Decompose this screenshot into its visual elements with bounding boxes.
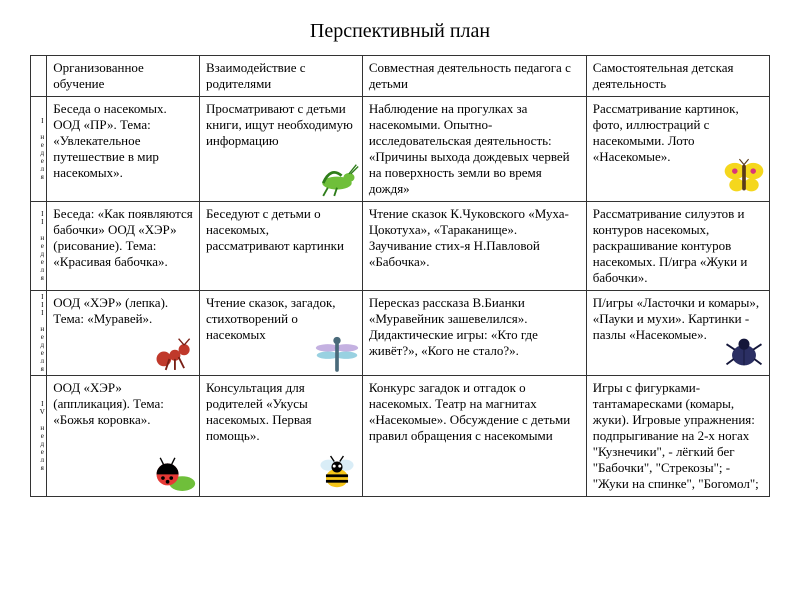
cell-c3: Конкурс загадок и отгадок о насекомых. Т… — [362, 376, 586, 497]
cell-c3: Пересказ рассказа В.Бианки «Муравейник з… — [362, 291, 586, 376]
cell-c1: Беседа: «Как появляются бабочки» ООД «ХЭ… — [47, 202, 200, 291]
page-title: Перспективный план — [30, 20, 770, 43]
table-row: I неделя Беседа о насекомых. ООД «ПР». Т… — [31, 97, 770, 202]
ladybug-icon — [151, 452, 197, 494]
table-row: II неделя Беседа: «Как появляются бабочк… — [31, 202, 770, 291]
cell-c1: ООД «ХЭР» (лепка). Тема: «Муравей». — [47, 291, 200, 376]
col-3: Совместная деятельность педагога с детьм… — [362, 56, 586, 97]
week-label: II неделя — [31, 202, 47, 291]
week-label: III неделя — [31, 291, 47, 376]
plan-table: Организованное обучение Взаимодействие с… — [30, 55, 770, 497]
col-4: Самостоятельная детская деятельность — [586, 56, 769, 97]
cell-c4: П/игры «Ласточки и комары», «Пауки и мух… — [586, 291, 769, 376]
cell-c1: ООД «ХЭР» (аппликация). Тема: «Божья кор… — [47, 376, 200, 497]
dragonfly-icon — [314, 331, 360, 373]
col-week — [31, 56, 47, 97]
cell-c4: Игры с фигурками-тантамаресками (комары,… — [586, 376, 769, 497]
beetle-icon — [721, 331, 767, 373]
cell-c2: Просматривают с детьми книги, ищут необх… — [199, 97, 362, 202]
table-row: IV неделя ООД «ХЭР» (аппликация). Тема: … — [31, 376, 770, 497]
cell-c2: Чтение сказок, загадок, стихотворений о … — [199, 291, 362, 376]
cell-c3: Наблюдение на прогулках за насекомыми. О… — [362, 97, 586, 202]
col-2: Взаимодействие с родителями — [199, 56, 362, 97]
butterfly-icon — [721, 157, 767, 199]
cell-c1: Беседа о насекомых. ООД «ПР». Тема: «Увл… — [47, 97, 200, 202]
cell-c4: Рассматривание картинок, фото, иллюстрац… — [586, 97, 769, 202]
bee-icon — [314, 452, 360, 494]
table-header-row: Организованное обучение Взаимодействие с… — [31, 56, 770, 97]
week-label: IV неделя — [31, 376, 47, 497]
cell-c2: Консультация для родителей «Укусы насеко… — [199, 376, 362, 497]
grasshopper-icon — [314, 157, 360, 199]
cell-c2: Беседуют с детьми о насекомых, рассматри… — [199, 202, 362, 291]
cell-c4: Рассматривание силуэтов и контуров насек… — [586, 202, 769, 291]
cell-c3: Чтение сказок К.Чуковского «Муха-Цокотух… — [362, 202, 586, 291]
table-row: III неделя ООД «ХЭР» (лепка). Тема: «Мур… — [31, 291, 770, 376]
week-label: I неделя — [31, 97, 47, 202]
col-1: Организованное обучение — [47, 56, 200, 97]
ant-icon — [151, 331, 197, 373]
